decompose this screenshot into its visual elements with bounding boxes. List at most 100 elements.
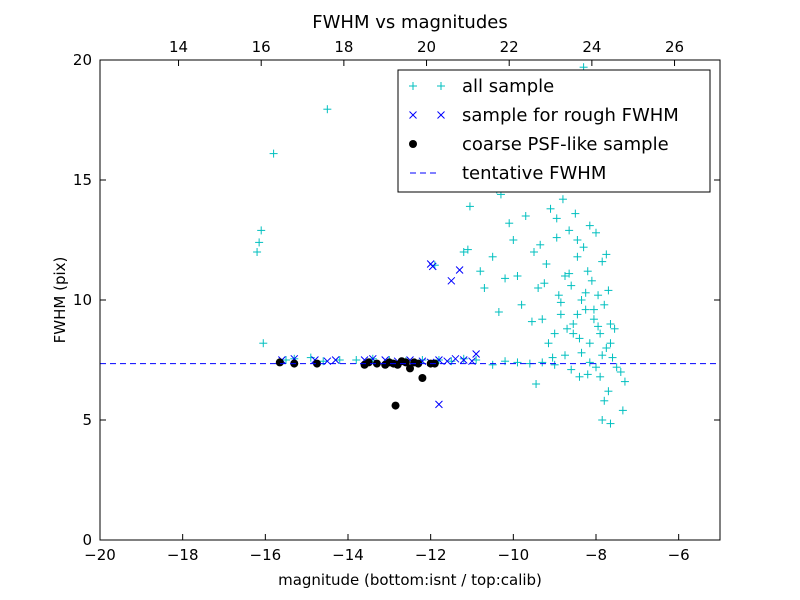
data-point (602, 250, 611, 259)
x-tick-label: −6 (668, 546, 690, 564)
data-point (606, 339, 615, 348)
data-point (565, 226, 574, 235)
x-tick-label: −20 (84, 546, 116, 564)
data-point (255, 238, 264, 247)
data-point (610, 324, 619, 333)
data-point (604, 286, 613, 295)
data-point (544, 339, 553, 348)
data-point (550, 360, 559, 369)
data-point (257, 226, 266, 235)
data-point (372, 359, 381, 368)
data-point (476, 267, 485, 276)
data-point (552, 214, 561, 223)
data-point (579, 243, 588, 252)
x-axis-label: magnitude (bottom:isnt / top:calib) (278, 571, 542, 589)
legend-swatch (409, 140, 417, 148)
data-point (306, 353, 315, 362)
data-point (540, 279, 549, 288)
chart-title: FWHM vs magnitudes (312, 12, 507, 33)
data-point (463, 245, 472, 254)
data-point (527, 317, 536, 326)
data-point (618, 406, 627, 415)
data-point (521, 212, 530, 220)
data-point (561, 351, 569, 360)
data-point (538, 358, 547, 367)
data-point (530, 248, 538, 256)
data-point (465, 202, 474, 211)
data-point (592, 228, 600, 237)
data-point (573, 310, 582, 319)
data-point (620, 377, 629, 386)
data-point (459, 248, 468, 256)
data-point (585, 339, 594, 348)
data-point (418, 374, 427, 382)
data-point (602, 344, 611, 352)
data-point (583, 370, 592, 379)
top-tick-label: 26 (665, 38, 684, 56)
data-point (606, 320, 615, 328)
data-point (548, 353, 557, 362)
data-point (323, 105, 332, 114)
axes-layer: −20 −18 −16 −14 −12 −10 −8 −6 0 5 10 15 20 14 16 18 20 22… (73, 38, 720, 564)
data-point (561, 272, 569, 280)
data-point (536, 240, 545, 249)
legend-swatch (409, 82, 417, 90)
data-point (459, 354, 468, 363)
top-tick-label: 18 (334, 38, 353, 56)
data-point (581, 288, 590, 297)
data-point (542, 260, 551, 268)
data-point (275, 358, 284, 367)
data-point (513, 358, 522, 367)
data-point (459, 356, 468, 364)
top-tick-label: 24 (582, 38, 601, 56)
data-point (335, 356, 344, 364)
data-point (598, 351, 607, 360)
data-point (569, 329, 578, 338)
data-point (608, 353, 617, 362)
data-point (401, 358, 410, 367)
x-tick-label: −18 (167, 546, 199, 564)
data-point (532, 380, 541, 388)
data-point (558, 195, 567, 204)
y-axis-label: FWHM (pix) (51, 257, 69, 344)
data-point (577, 348, 586, 357)
top-tick-label: 16 (252, 38, 271, 56)
top-tick-label: 20 (417, 38, 436, 56)
data-point (569, 320, 578, 328)
legend-box (397, 69, 711, 193)
top-tick-label: 14 (169, 38, 188, 56)
data-point (472, 350, 480, 358)
data-point (596, 372, 605, 381)
data-point (331, 356, 340, 364)
data-point (488, 252, 497, 261)
data-point (589, 315, 598, 324)
data-point (313, 359, 321, 368)
data-point (587, 276, 596, 285)
data-point (581, 305, 590, 314)
data-point (600, 396, 609, 405)
data-point (550, 329, 559, 338)
legend-item: all sample (409, 76, 554, 97)
data-point (494, 308, 503, 316)
data-point (352, 356, 361, 364)
data-point (594, 291, 603, 300)
data-point (600, 300, 609, 309)
y-tick-label: 15 (73, 171, 92, 189)
series-layer (100, 63, 720, 428)
legend-item: coarse PSF-like sample (409, 134, 669, 155)
data-point (517, 300, 526, 309)
data-point (509, 236, 518, 244)
data-point (612, 363, 621, 372)
data-point (505, 219, 514, 228)
data-point (598, 416, 607, 424)
x-tick-label: −12 (415, 546, 447, 564)
data-point (259, 339, 268, 348)
legend-label: all sample (462, 76, 554, 97)
data-point (391, 401, 400, 410)
data-point (447, 276, 456, 285)
data-point (364, 358, 373, 367)
data-point (455, 266, 464, 274)
data-point (552, 233, 561, 242)
legend-label: tentative FWHM (462, 163, 606, 184)
